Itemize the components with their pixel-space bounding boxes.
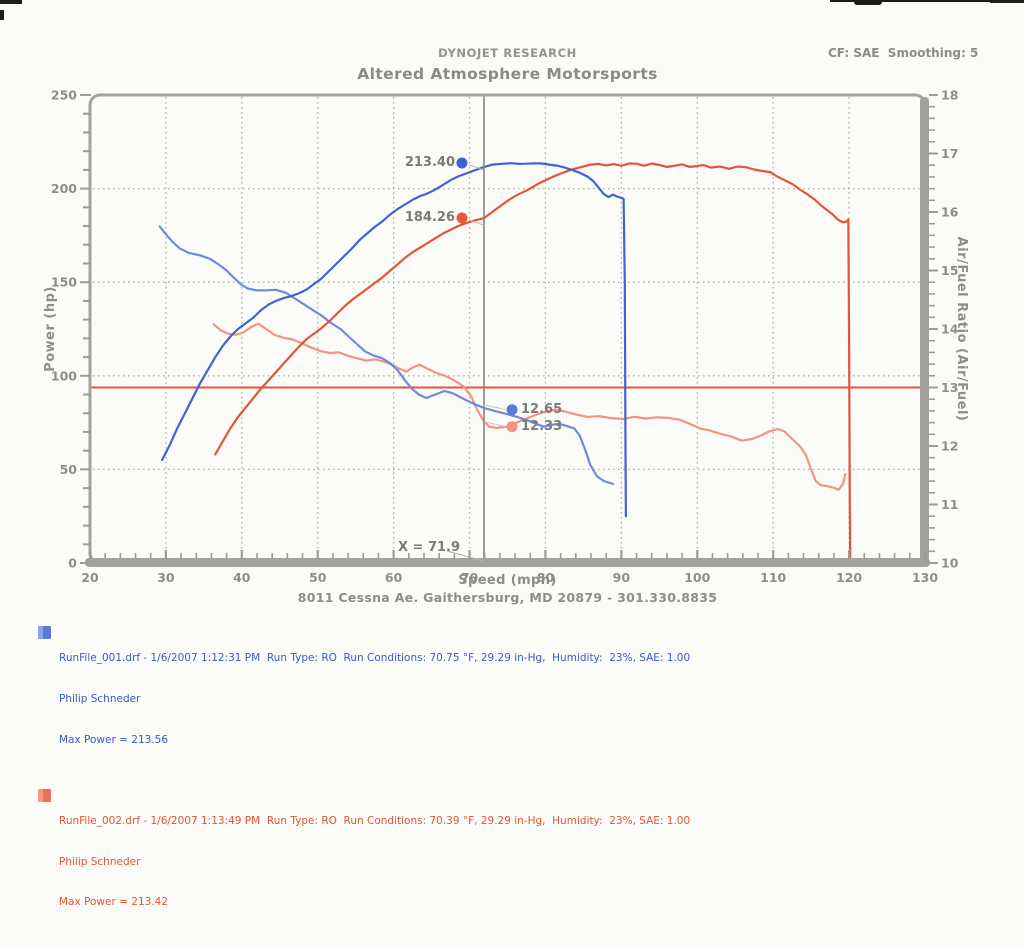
x-tick-label-30: 30: [157, 570, 175, 585]
scan-artifact-top-left: [0, 0, 22, 4]
left-tick-label-200: 200: [51, 181, 77, 196]
run1-color-swatch: [38, 626, 51, 639]
legend-run-2: RunFile_002.drf - 1/6/2007 1:13:49 PM Ru…: [38, 788, 718, 938]
right-tick-label-18: 18: [941, 88, 958, 103]
right-tick-label-17: 17: [941, 146, 958, 161]
run2-color-swatch: [38, 788, 51, 802]
right-tick-label-12: 12: [941, 439, 958, 454]
run2-max-power: Max Power = 213.42: [59, 896, 169, 909]
x-tick-label-70: 70: [461, 570, 479, 585]
right-tick-label-15: 15: [941, 263, 958, 278]
x-tick-label-20: 20: [81, 570, 99, 585]
cursor-value-run1-power: 213.40: [404, 155, 455, 170]
right-tick-label-13: 13: [941, 380, 958, 395]
dynojet-brand-text: DYNOJET RESEARCH: [438, 46, 577, 60]
right-tick-label-16: 16: [941, 205, 959, 220]
cursor-dot-3: [506, 421, 518, 433]
scan-artifact-top-right-blob: [854, 0, 882, 5]
cursor-value-run1-afr: 12.65: [521, 402, 563, 417]
left-tick-label-100: 100: [51, 368, 77, 383]
scan-artifact-top-right: [830, 0, 1024, 2]
x-tick-label-60: 60: [385, 570, 403, 585]
x-tick-label-90: 90: [613, 570, 631, 585]
right-axis-title: Air/Fuel Ratio (Air/Fuel): [954, 237, 969, 422]
x-axis-bar: [85, 558, 930, 567]
right-tick-label-14: 14: [941, 322, 959, 337]
x-tick-label-130: 130: [912, 570, 938, 585]
run1-operator: Philip Schneder: [59, 692, 141, 705]
run2-power-line: [214, 162, 852, 559]
shop-address: 8011 Cessna Ae. Gaithersburg, MD 20879 -…: [297, 590, 718, 605]
right-tick-label-11: 11: [941, 497, 958, 512]
scan-artifact-left-edge: [0, 10, 4, 20]
left-tick-label-250: 250: [51, 88, 77, 103]
run1-power-line: [161, 162, 628, 518]
left-tick-label-150: 150: [51, 275, 77, 290]
x-tick-label-80: 80: [537, 570, 555, 585]
run2-file-info: RunFile_002.drf - 1/6/2007 1:13:49 PM Ru…: [59, 814, 691, 827]
right-axis-bar: [920, 97, 929, 561]
scanned-dyno-sheet: { "page": { "brand": "DYNOJET RESEARCH",…: [0, 0, 1024, 908]
run1-max-power: Max Power = 213.56: [59, 733, 169, 746]
leader-line-2: [483, 404, 507, 411]
run2-operator: Philip Schneder: [59, 855, 141, 868]
x-tick-label-120: 120: [836, 570, 862, 585]
x-axis-title: Speed (mph): [458, 573, 557, 588]
run1-afr-line: [158, 225, 615, 486]
scan-artifact-top-right-end: [990, 0, 1024, 3]
plot-frame: [88, 93, 927, 565]
cursor-value-run2-afr: 12.33: [521, 419, 563, 434]
left-axis-title: Power (hp): [43, 286, 58, 372]
cursor-dot-0: [456, 157, 468, 169]
run2-afr-line: [212, 322, 847, 491]
x-tick-label-50: 50: [309, 570, 327, 585]
x-tick-label-100: 100: [684, 570, 710, 585]
x-tick-label-110: 110: [760, 570, 786, 585]
cursor-dot-2: [506, 404, 518, 416]
x-tick-label-40: 40: [233, 570, 251, 585]
cursor-value-run2-power: 184.26: [404, 210, 455, 225]
run1-file-info: RunFile_001.drf - 1/6/2007 1:12:31 PM Ru…: [59, 652, 691, 665]
leader-line-3: [483, 421, 507, 428]
cursor-x-leader: [446, 550, 485, 562]
legend-run-2-text: RunFile_002.drf - 1/6/2007 1:13:49 PM Ru…: [59, 788, 690, 938]
legend-run-1: RunFile_001.drf - 1/6/2007 1:12:31 PM Ru…: [38, 625, 718, 775]
dyno-chart: 0 50 100 150 200 250 10 11 12 13 14 15 16 17 18 20 30 40 5…: [43, 88, 969, 586]
run-legend: RunFile_001.drf - 1/6/2007 1:12:31 PM Ru…: [38, 625, 718, 950]
cursor-x-label: X = 71.9: [398, 540, 461, 555]
right-tick-label-10: 10: [941, 556, 959, 571]
leader-line-1: [468, 219, 485, 226]
chart-title: Altered Atmosphere Motorsports: [357, 65, 658, 83]
left-tick-label-50: 50: [60, 462, 78, 477]
left-tick-label-0: 0: [68, 556, 77, 571]
legend-run-1-text: RunFile_001.drf - 1/6/2007 1:12:31 PM Ru…: [59, 625, 690, 775]
leader-line-0: [468, 164, 485, 171]
correction-smoothing-label: CF: SAE Smoothing: 5: [828, 46, 979, 60]
cursor-dot-1: [456, 212, 468, 224]
